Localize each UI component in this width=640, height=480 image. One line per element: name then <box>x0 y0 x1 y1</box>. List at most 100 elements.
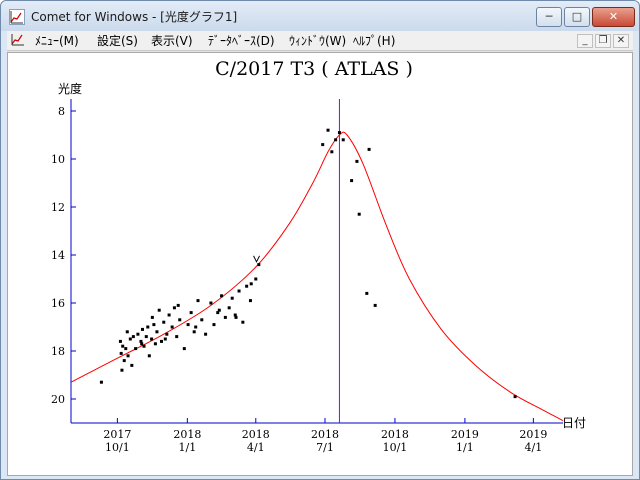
x-tick-date: 10/1 <box>105 441 130 454</box>
menu-help[interactable]: ﾍﾙﾌﾟ(H) <box>353 34 396 48</box>
observation-point <box>159 339 163 343</box>
y-tick-label: 18 <box>51 345 65 358</box>
observation-point <box>170 325 174 329</box>
observation-point <box>125 330 129 334</box>
close-button[interactable]: ✕ <box>592 7 635 27</box>
observation-point <box>209 301 213 305</box>
x-tick-date: 4/1 <box>524 441 542 454</box>
observation-point <box>196 299 200 303</box>
observation-point <box>189 311 193 315</box>
observation-point <box>162 320 166 324</box>
observation-point <box>144 335 148 339</box>
menu-menu[interactable]: ﾒﾆｭｰ(M) <box>35 34 79 48</box>
observation-point <box>200 318 204 322</box>
observation-point <box>147 354 151 358</box>
x-tick-date: 1/1 <box>178 441 196 454</box>
observation-point <box>192 330 196 334</box>
observation-point <box>182 347 186 351</box>
x-tick-date: 10/1 <box>383 441 408 454</box>
observation-point <box>136 332 140 336</box>
y-tick-label: 8 <box>58 105 65 118</box>
observation-point <box>237 289 241 293</box>
minimize-button[interactable]: ─ <box>536 7 562 27</box>
title-bar[interactable]: Comet for Windows - [光度グラフ1] ─ □ ✕ <box>1 1 639 31</box>
menu-view[interactable]: 表示(V) <box>151 34 193 48</box>
observation-point <box>126 354 130 358</box>
observation-point <box>233 313 237 317</box>
observation-point <box>131 335 135 339</box>
observation-point <box>334 138 338 142</box>
observation-point <box>245 284 249 288</box>
light-curve-chart: C/2017 T3 ( ATLAS ) 光度 日付 8 10 12 14 16 18 20 2… <box>51 58 586 454</box>
observation-point <box>204 332 208 336</box>
observation-point <box>234 315 238 319</box>
observation-point <box>130 363 134 367</box>
observation-point <box>153 342 157 346</box>
x-tick-year: 2018 <box>381 428 409 441</box>
model-curve-line <box>70 131 564 422</box>
observation-point <box>155 330 159 334</box>
x-axis-label: 日付 <box>562 416 586 430</box>
observation-point <box>146 325 150 329</box>
observation-points <box>99 128 517 399</box>
x-tick-year: 2018 <box>242 428 270 441</box>
observation-point <box>227 306 231 310</box>
observation-point <box>140 327 144 331</box>
maximize-button[interactable]: □ <box>564 7 590 27</box>
observation-point <box>186 323 190 327</box>
x-tick-year: 2019 <box>519 428 547 441</box>
observation-point <box>357 212 361 216</box>
menu-database[interactable]: ﾃﾞｰﾀﾍﾞｰｽ(D) <box>208 34 275 48</box>
observation-point <box>254 277 258 281</box>
chart-document-icon <box>9 9 25 25</box>
observation-point <box>257 263 261 267</box>
axes: 8101214161820201710/120181/120184/120187… <box>51 99 563 454</box>
x-tick-date: 1/1 <box>456 441 474 454</box>
x-tick-year: 2019 <box>451 428 479 441</box>
observation-point <box>120 368 124 372</box>
y-axis-label: 光度 <box>58 81 82 96</box>
observation-point <box>230 296 234 300</box>
y-tick-label: 12 <box>51 201 65 214</box>
observation-point <box>157 308 161 312</box>
observation-point <box>220 294 224 298</box>
observation-point <box>121 344 125 348</box>
chart-title: C/2017 T3 ( ATLAS ) <box>215 58 413 80</box>
model-curve <box>70 131 564 422</box>
graph-window: C/2017 T3 ( ATLAS ) 光度 日付 8 10 12 14 16 18 20 2… <box>7 52 633 476</box>
observation-point <box>140 342 144 346</box>
observation-point <box>241 320 245 324</box>
observation-point <box>167 313 171 317</box>
observation-point <box>178 318 182 322</box>
mdi-minimize-button[interactable]: _ <box>577 34 593 48</box>
observation-point <box>142 344 146 348</box>
observation-point <box>365 291 369 295</box>
mdi-restore-button[interactable]: ❐ <box>595 34 611 48</box>
observation-point <box>355 159 359 163</box>
observation-point <box>176 303 180 307</box>
observation-point <box>124 347 128 351</box>
observation-point <box>248 299 252 303</box>
x-tick-date: 7/1 <box>316 441 334 454</box>
x-tick-year: 2017 <box>103 428 131 441</box>
menu-settings[interactable]: 設定(S) <box>97 34 138 48</box>
observation-point <box>337 131 341 135</box>
window-title: Comet for Windows - [光度グラフ1] <box>31 10 238 24</box>
y-tick-label: 10 <box>51 153 65 166</box>
menu-window[interactable]: ｳｨﾝﾄﾞｳ(W) <box>289 34 347 48</box>
observation-point <box>350 179 354 183</box>
x-tick-year: 2018 <box>173 428 201 441</box>
observation-point <box>118 339 122 343</box>
mdi-close-button[interactable]: ✕ <box>613 34 629 48</box>
observation-point <box>128 337 132 341</box>
observation-point <box>163 337 167 341</box>
x-tick-date: 4/1 <box>247 441 265 454</box>
observation-point <box>216 311 220 315</box>
document-menu-icon[interactable] <box>10 33 26 48</box>
observation-point <box>321 143 325 147</box>
observation-point <box>217 308 221 312</box>
observation-point <box>326 128 330 132</box>
y-tick-label: 14 <box>51 249 65 262</box>
y-tick-label: 20 <box>51 393 65 406</box>
